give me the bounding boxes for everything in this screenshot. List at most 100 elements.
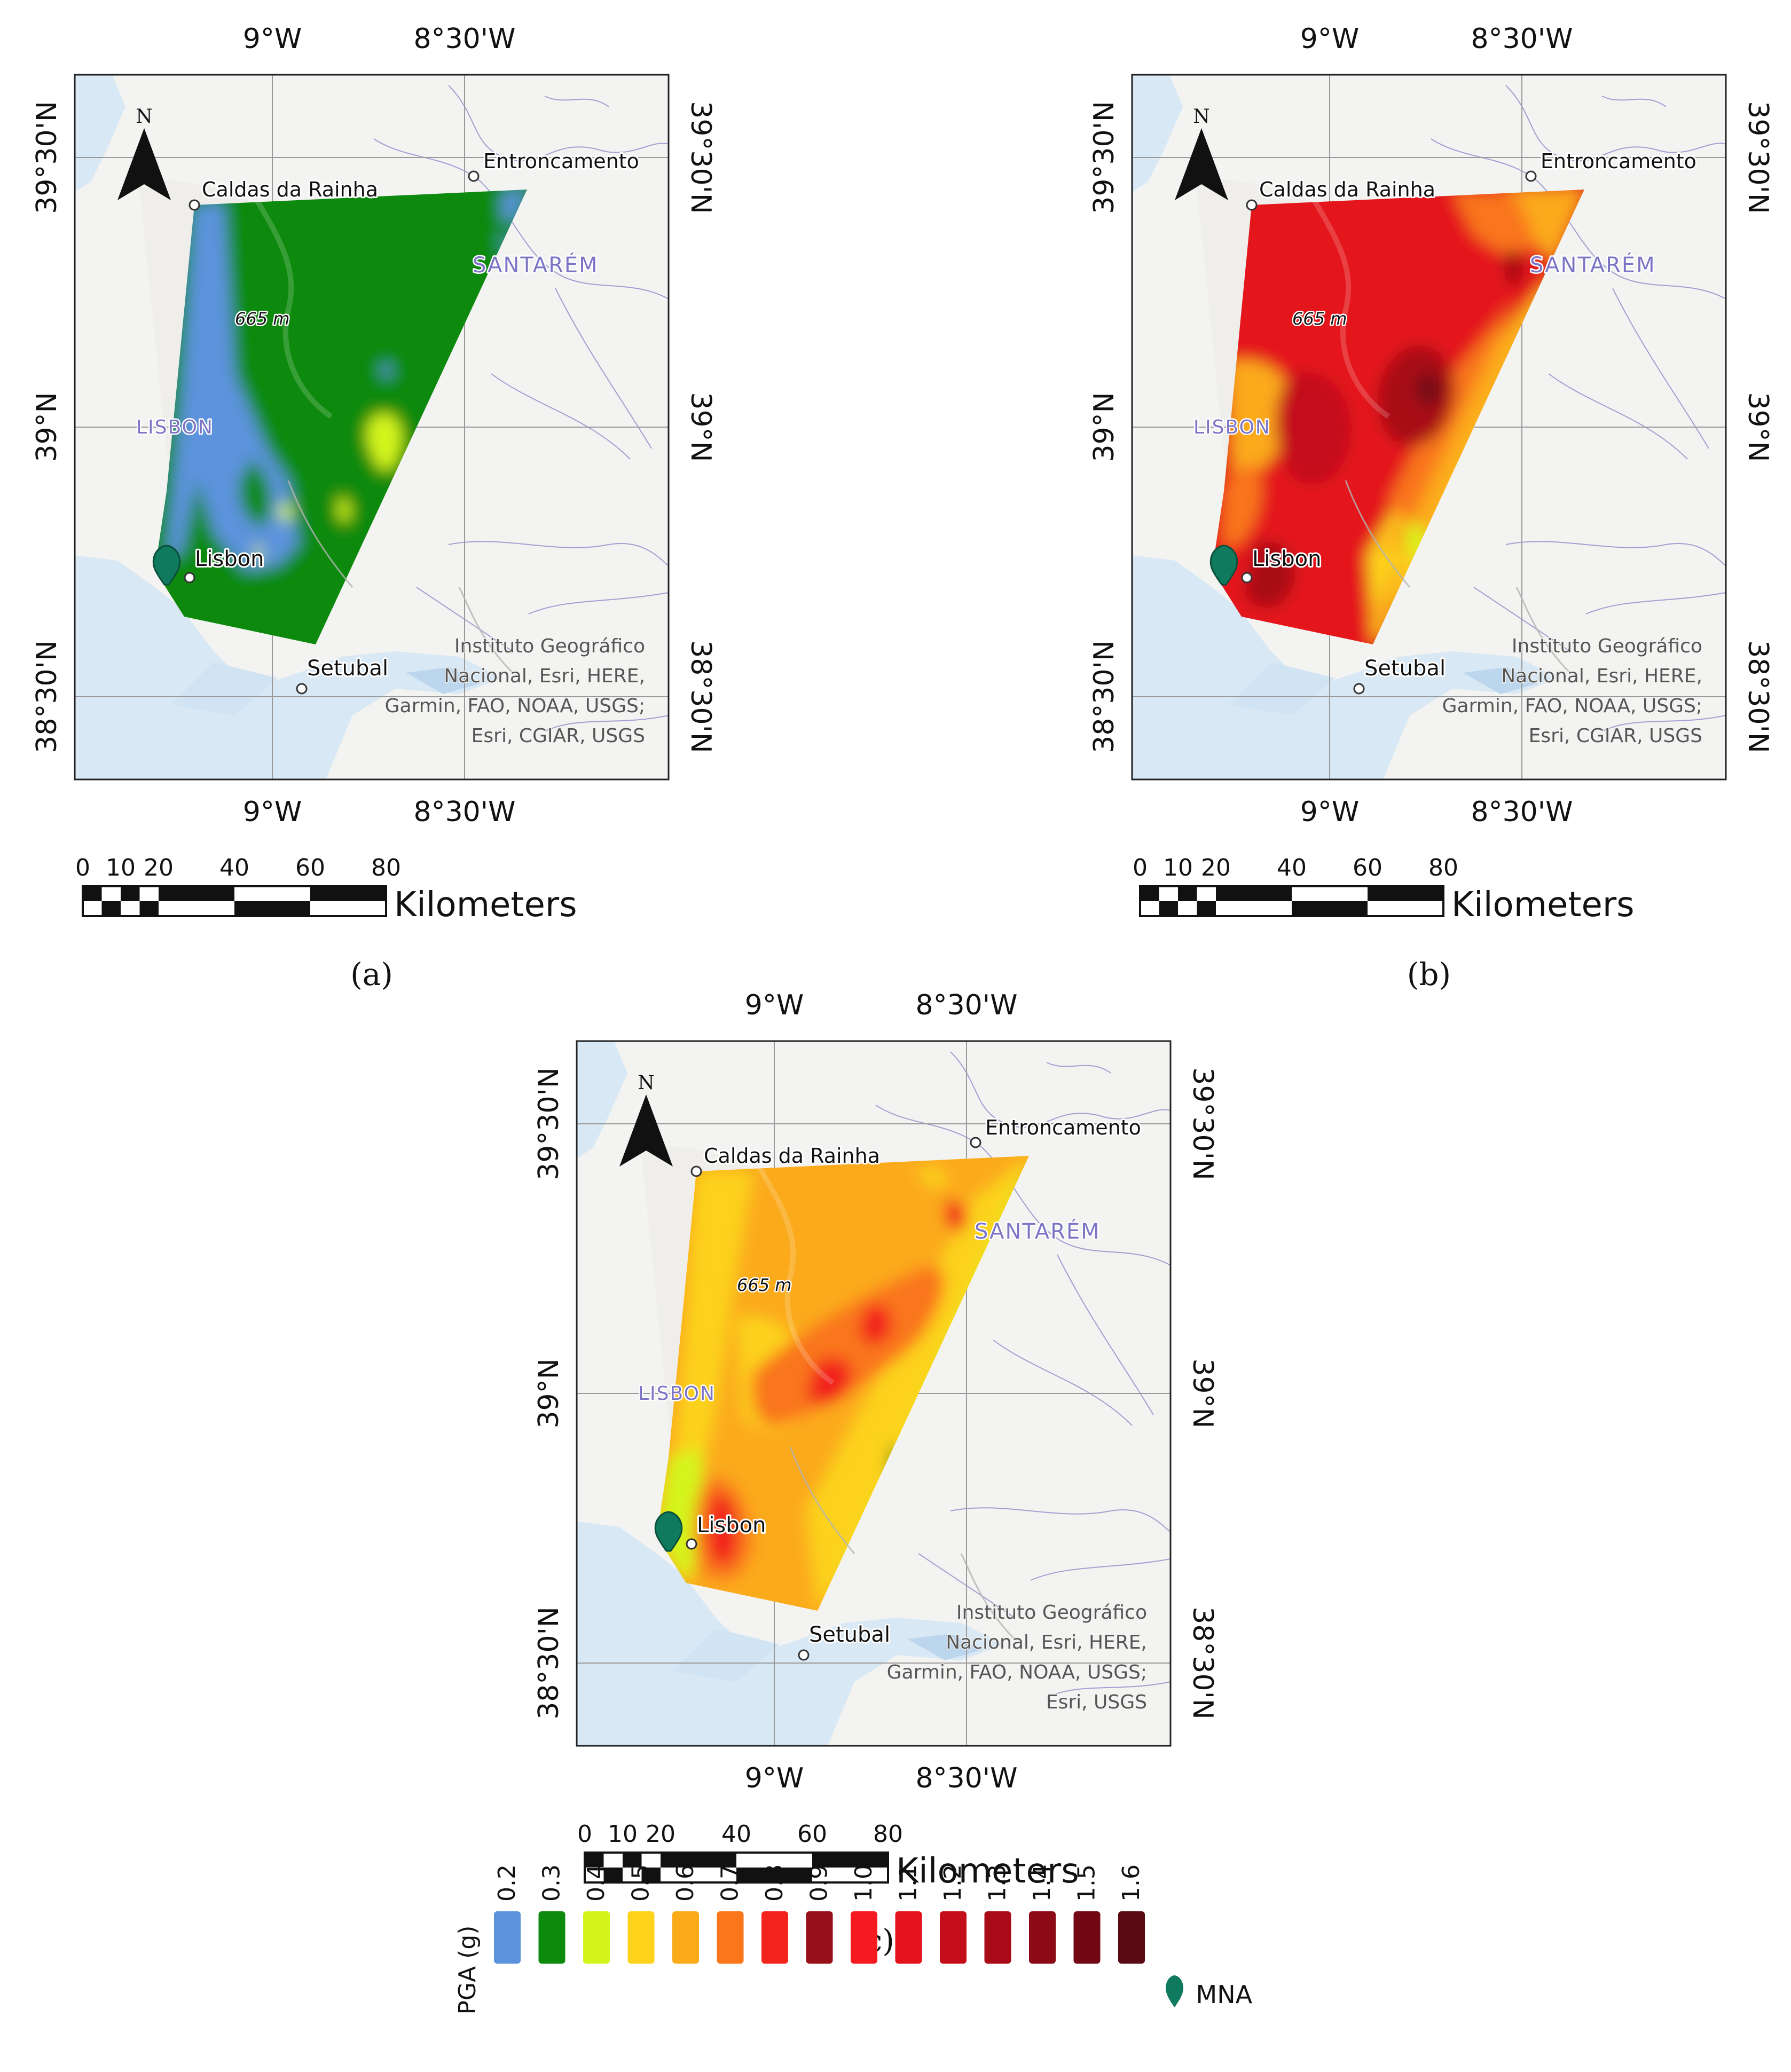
- place-setubal: Setubal: [809, 1622, 890, 1647]
- legend-swatch: [851, 1911, 877, 1964]
- lon-bottom-label: 9°W: [1300, 796, 1360, 828]
- entroncamento-marker: [970, 1137, 981, 1148]
- pga-zone: [1228, 360, 1292, 480]
- panel-caption: (b): [1407, 956, 1451, 992]
- scale-tick-label: 20: [646, 1821, 675, 1848]
- scale-bar: [82, 885, 387, 917]
- place-caldas: Caldas da Rainha: [704, 1144, 880, 1168]
- lisbon-marker: [184, 572, 195, 584]
- legend-class-label: 1.1: [895, 1864, 922, 1902]
- scale-bar: [1139, 885, 1444, 917]
- attribution-line: Instituto Geográfico: [956, 1602, 1147, 1624]
- elevation-label: 665 m: [235, 309, 289, 329]
- legend-swatch: [1029, 1911, 1056, 1964]
- legend-class-label: 1.4: [1028, 1864, 1056, 1902]
- lon-top-label: 8°30'W: [1471, 23, 1573, 55]
- lat-left-label: 39°30'N: [533, 1067, 565, 1180]
- scale-unit-label: Kilometers: [896, 1852, 1079, 1891]
- scale-tick-label: 0: [1133, 854, 1148, 881]
- lat-left-label: 39°N: [31, 392, 63, 462]
- legend-swatch: [761, 1911, 788, 1964]
- legend-class-label: 1.0: [850, 1864, 877, 1902]
- relief-line: [1300, 190, 1390, 419]
- caldas-marker: [188, 199, 200, 211]
- pga-zone: [1275, 372, 1352, 485]
- legend-class-label: 0.8: [761, 1864, 788, 1902]
- pga-zone: [239, 459, 272, 525]
- place-lisbon-region: LISBON: [136, 416, 214, 438]
- place-lisbon-region: LISBON: [638, 1383, 716, 1405]
- legend-swatch: [1118, 1911, 1145, 1964]
- lat-left-label: 39°30'N: [31, 101, 63, 214]
- mna-marker-icon: [654, 1511, 683, 1552]
- setubal-marker: [1353, 683, 1365, 695]
- scale-tick-label: 40: [721, 1821, 751, 1848]
- legend-class-label: 1.6: [1118, 1864, 1145, 1902]
- pga-zone: [1244, 541, 1295, 608]
- elevation-label: 665 m: [1292, 309, 1347, 329]
- legend-swatch: [717, 1911, 744, 1964]
- pga-zone: [1378, 345, 1455, 446]
- scale-bar: [584, 1852, 889, 1884]
- relief-line: [745, 1156, 835, 1385]
- pga-zone: [381, 363, 392, 379]
- panel-caption: (a): [350, 956, 393, 992]
- north-label: N: [136, 106, 153, 128]
- lon-bottom-label: 9°W: [745, 1762, 804, 1794]
- setubal-marker: [798, 1649, 810, 1661]
- lat-right-label: 39°30'N: [1742, 101, 1774, 214]
- mna-marker-icon: [152, 545, 181, 586]
- scale-tick-label: 10: [608, 1821, 638, 1848]
- place-santarem: SANTARÉM: [473, 252, 599, 278]
- legend-class-label: 0.6: [672, 1864, 699, 1902]
- relief-line: [243, 190, 333, 419]
- place-setubal: Setubal: [1364, 656, 1446, 681]
- scale-tick-label: 0: [75, 854, 90, 881]
- map-panel-a: N Caldas da Rainha Entroncamento SANTARÉM LI…: [31, 23, 717, 992]
- pga-zone: [1388, 299, 1517, 523]
- scale-tick-label: 40: [219, 854, 249, 881]
- lon-bottom-label: 8°30'W: [414, 796, 516, 828]
- caldas-marker: [690, 1165, 702, 1177]
- pga-zone: [1223, 464, 1261, 548]
- lat-right-label: 39°N: [685, 392, 717, 462]
- attribution-line: Nacional, Esri, HERE,: [444, 665, 645, 687]
- attribution-line: Instituto Geográfico: [1512, 635, 1702, 657]
- attribution-line: Nacional, Esri, HERE,: [1501, 665, 1702, 687]
- lon-top-label: 8°30'W: [916, 989, 1018, 1021]
- legend-class-label: 0.9: [806, 1864, 833, 1902]
- pga-zone: [806, 1156, 1029, 1611]
- map-frame: [1132, 75, 1726, 779]
- north-label: N: [1193, 106, 1210, 128]
- legend-swatch: [627, 1911, 655, 1964]
- scale-tick-label: 60: [295, 854, 325, 881]
- legend-class-label: 0.3: [538, 1864, 565, 1902]
- place-lisbon-city: Lisbon: [1252, 547, 1321, 571]
- scale-tick-label: 10: [106, 854, 136, 881]
- legend-swatch: [984, 1911, 1011, 1964]
- entroncamento-marker: [468, 170, 480, 182]
- lon-bottom-label: 8°30'W: [1471, 796, 1573, 828]
- attribution-line: Garmin, FAO, NOAA, USGS;: [1442, 695, 1702, 717]
- pga-zone: [279, 502, 292, 523]
- pga-zone: [255, 545, 263, 561]
- lat-left-label: 38°30'N: [1088, 640, 1120, 753]
- pga-zone: [918, 1168, 947, 1187]
- scale-tick-label: 20: [144, 854, 174, 881]
- lat-right-label: 39°30'N: [685, 101, 717, 214]
- lon-top-label: 9°W: [1300, 23, 1360, 55]
- legend-swatch: [806, 1911, 833, 1964]
- attribution-line: Nacional, Esri, HERE,: [946, 1632, 1147, 1653]
- scale-tick-label: 80: [873, 1821, 903, 1848]
- attribution-line: Instituto Geográfico: [454, 635, 645, 657]
- lat-left-label: 38°30'N: [31, 640, 63, 753]
- attribution-line: Esri, CGIAR, USGS: [472, 725, 645, 747]
- map-frame: [577, 1041, 1171, 1746]
- legend-class-label: 1.2: [939, 1864, 967, 1902]
- scale-tick-label: 40: [1277, 854, 1307, 881]
- scale-tick-label: 0: [577, 1821, 592, 1848]
- place-entroncamento: Entroncamento: [483, 149, 639, 173]
- lat-right-label: 39°N: [1187, 1358, 1219, 1428]
- legend-swatch: [538, 1911, 565, 1964]
